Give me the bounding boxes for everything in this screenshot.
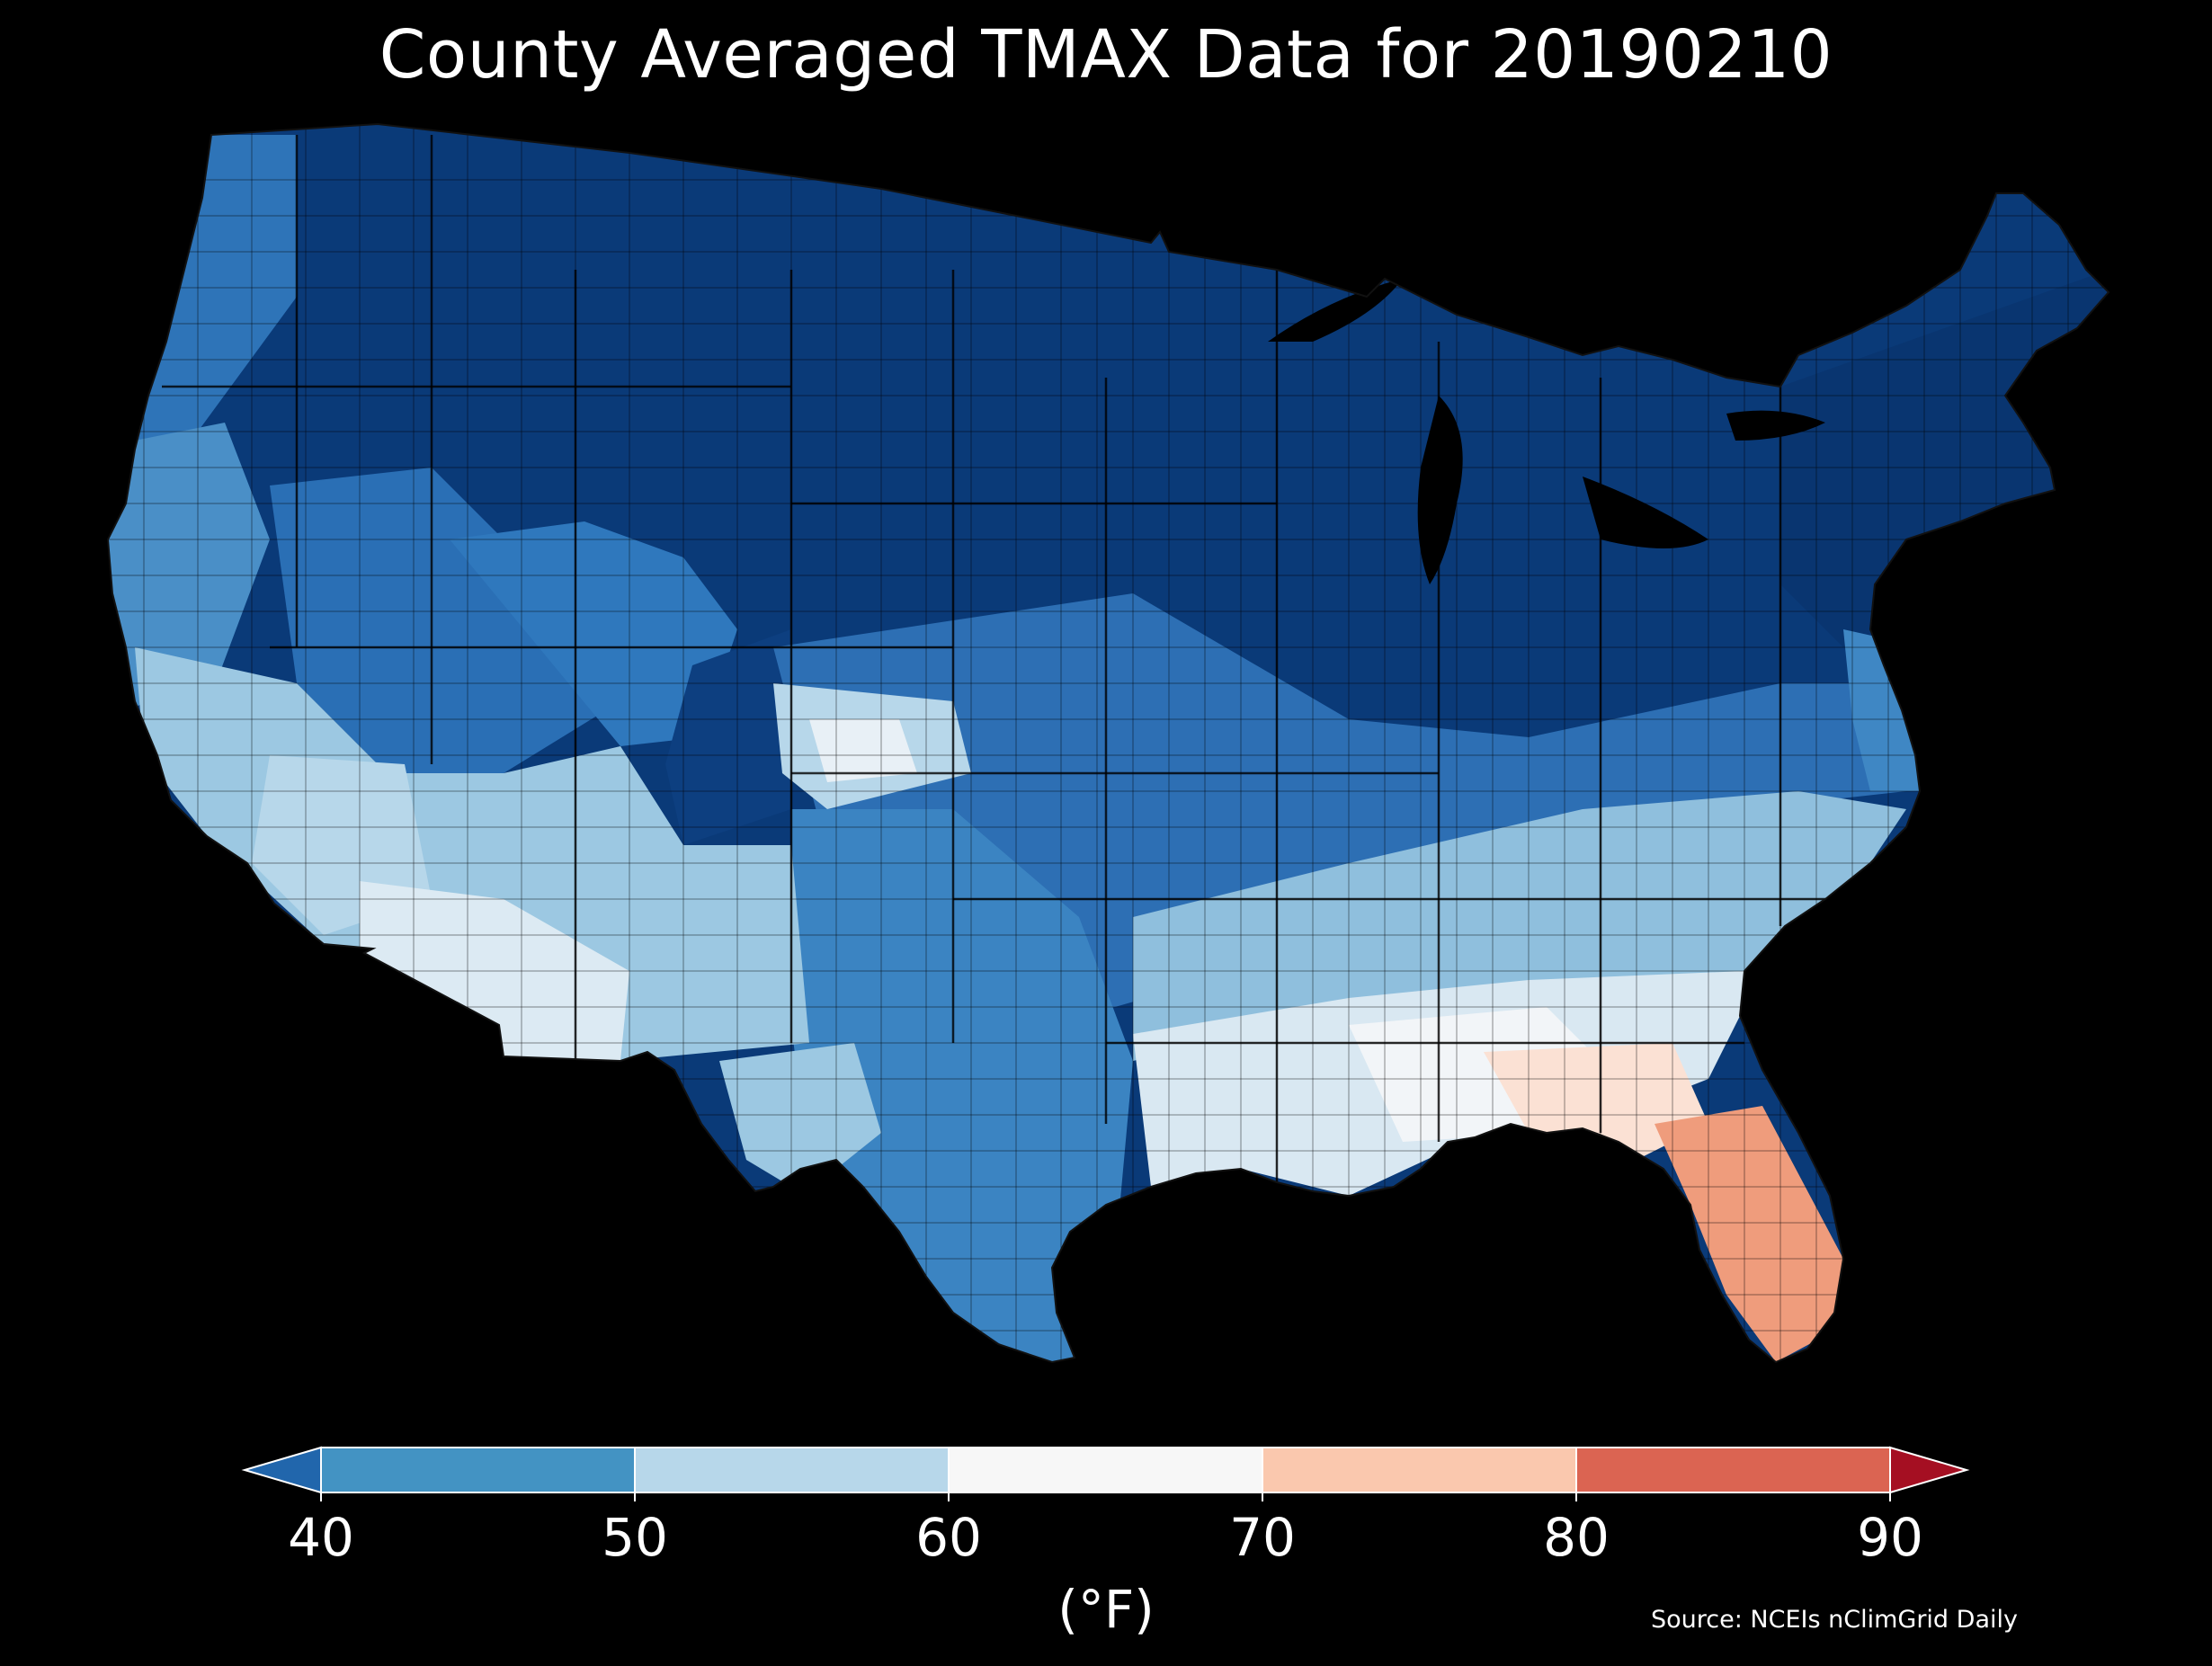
lake-ontario [1726,410,1825,441]
region-west-texas [719,1043,881,1187]
colorbar-tick-label-60: 60 [915,1507,982,1568]
map-title: County Averaged TMAX Data for 20190210 [379,16,1833,94]
colorbar-ticks [320,1448,1891,1501]
colorbar-tick-label-70: 70 [1229,1507,1296,1568]
colorbar [241,1446,1970,1501]
region-florida [1655,1106,1843,1362]
source-note: Source: NCEIs nClimGrid Daily [1651,1606,2018,1634]
region-arizona-south [360,881,629,1061]
us-county-map [107,123,2109,1363]
lake-erie [1583,477,1708,548]
colorbar-tick-label-90: 90 [1857,1507,1923,1568]
colorbar-tick-label-80: 80 [1543,1507,1610,1568]
colorbar-bin-1 [635,1448,949,1492]
region-n-california [108,423,270,719]
map-svg [107,123,2109,1363]
colorbar-tick-label-40: 40 [288,1507,354,1568]
state-boundaries [162,135,1888,1187]
colorbar-bins [321,1448,1890,1492]
region-utah [450,521,737,746]
region-colorado-high [665,629,791,845]
colorbar-bin-4 [1576,1448,1890,1492]
colorbar-bin-3 [1262,1448,1576,1492]
region-great-basin [270,468,620,773]
colorbar-under-arrow [241,1446,322,1494]
colorbar-bin-0 [321,1448,635,1492]
colorbar-over-arrow [1889,1446,1970,1494]
region-southwest [135,647,809,1061]
colorbar-frame [320,1447,1891,1493]
colorbar-label: (°F) [1057,1579,1155,1640]
colorbar-tick-label-50: 50 [602,1507,668,1568]
region-tennessee-carolinas [1133,791,1906,1061]
lake-michigan [1417,396,1463,584]
colorbar-bin-2 [949,1448,1262,1492]
region-kansas-pale [809,719,917,782]
